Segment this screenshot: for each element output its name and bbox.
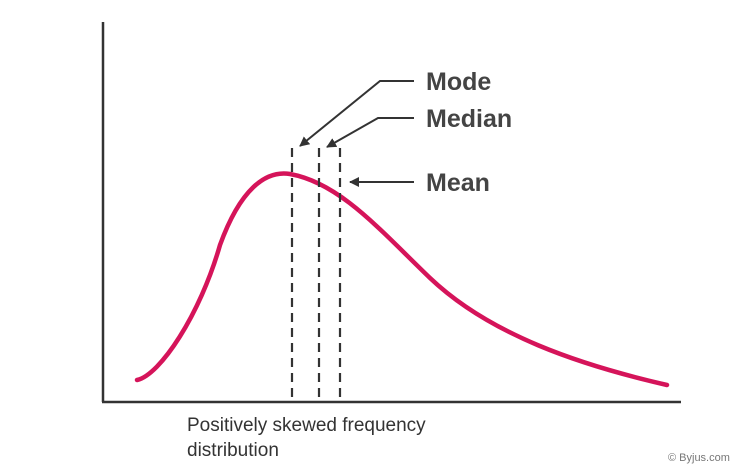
mode-leader-arrow xyxy=(299,80,414,147)
median-leader-arrow xyxy=(326,117,414,148)
diagram-caption: Positively skewed frequency distribution xyxy=(187,415,426,461)
mode-label: Mode xyxy=(426,68,491,96)
median-label: Median xyxy=(426,105,512,133)
mean-label: Mean xyxy=(426,169,490,197)
frequency-curve xyxy=(134,171,670,388)
source-watermark: © Byjus.com xyxy=(668,452,730,464)
